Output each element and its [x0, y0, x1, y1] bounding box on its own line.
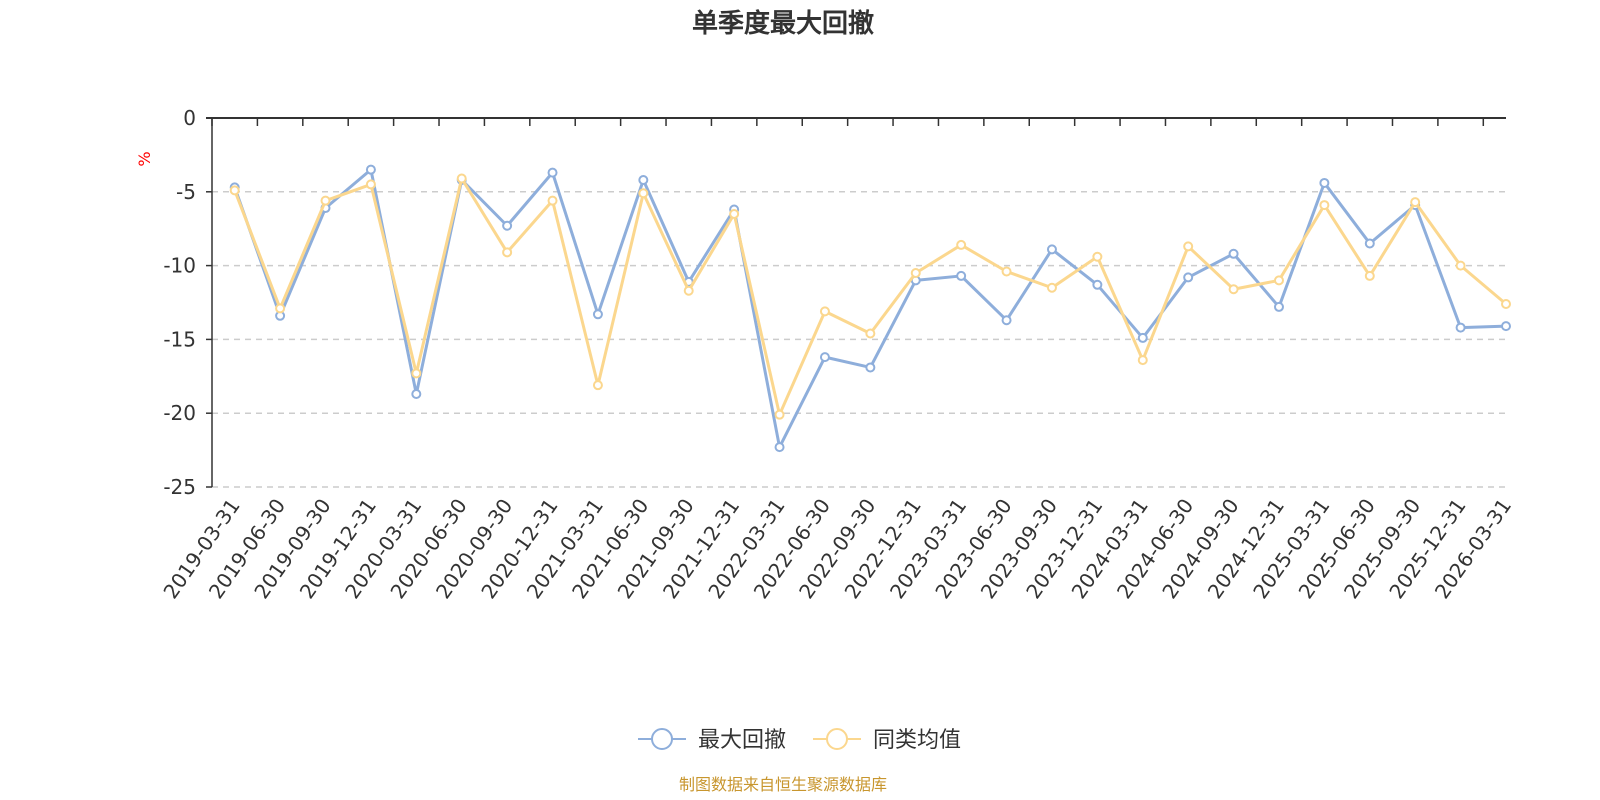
data-point	[275, 303, 286, 314]
legend-item-1[interactable]: 最大回撤	[638, 728, 786, 753]
data-point	[1319, 177, 1330, 188]
data-point	[592, 309, 603, 320]
data-point	[1273, 301, 1284, 312]
data-point	[229, 185, 240, 196]
y-axis-unit: %	[135, 151, 154, 166]
data-point	[1046, 244, 1057, 255]
data-point	[638, 188, 649, 199]
data-point	[1455, 322, 1466, 333]
legend-label: 最大回撤	[698, 728, 786, 753]
legend-item-2[interactable]: 同类均值	[813, 728, 961, 753]
data-point	[774, 442, 785, 453]
legend-marker-icon	[826, 728, 848, 750]
data-point	[1319, 200, 1330, 211]
data-point	[1137, 332, 1148, 343]
source-note: 制图数据来自恒生聚源数据库	[679, 775, 887, 794]
data-point	[1137, 355, 1148, 366]
data-point	[1001, 315, 1012, 326]
data-point	[1410, 197, 1421, 208]
y-tick-label: -10	[163, 254, 196, 278]
data-point	[1092, 279, 1103, 290]
data-point	[1273, 275, 1284, 286]
data-point	[865, 362, 876, 373]
data-point	[1092, 251, 1103, 262]
grid-lines	[212, 191, 1506, 488]
data-point	[1183, 272, 1194, 283]
data-point	[502, 220, 513, 231]
data-point	[547, 195, 558, 206]
data-point	[456, 173, 467, 184]
chart-title: 单季度最大回撤	[692, 8, 874, 39]
data-point	[910, 267, 921, 278]
data-point	[774, 409, 785, 420]
y-tick-label: -25	[163, 475, 196, 499]
data-point	[411, 389, 422, 400]
data-point	[1364, 270, 1375, 281]
data-point	[638, 174, 649, 185]
legend[interactable]: 最大回撤 同类均值	[638, 728, 961, 753]
data-point	[411, 368, 422, 379]
data-point	[1046, 282, 1057, 293]
y-tick-label: 0	[183, 106, 196, 130]
data-point	[502, 247, 513, 258]
series-2	[229, 173, 1511, 420]
legend-marker-icon	[651, 728, 673, 750]
data-point	[729, 208, 740, 219]
data-point	[1364, 238, 1375, 249]
legend-label: 同类均值	[873, 728, 961, 753]
data-point	[320, 195, 331, 206]
data-point	[1501, 298, 1511, 309]
data-point	[592, 380, 603, 391]
data-point	[365, 164, 376, 175]
series-line	[233, 168, 1507, 449]
data-point	[1183, 241, 1194, 252]
axes: 0-5-10-15-20-252019-03-312019-06-302019-…	[158, 106, 1516, 603]
data-point	[956, 239, 967, 250]
data-point	[1501, 321, 1511, 332]
series-line	[233, 177, 1507, 417]
data-point	[365, 179, 376, 190]
data-point	[547, 167, 558, 178]
data-point	[1455, 260, 1466, 271]
y-tick-label: -15	[163, 327, 196, 351]
y-tick-label: -5	[176, 180, 196, 204]
data-point	[1228, 284, 1239, 295]
series-layer	[229, 164, 1511, 453]
data-point	[819, 352, 830, 363]
series-1	[229, 164, 1511, 453]
data-point	[956, 270, 967, 281]
data-point	[1228, 248, 1239, 259]
data-point	[865, 328, 876, 339]
data-point	[683, 285, 694, 296]
y-tick-label: -20	[163, 401, 196, 425]
data-point	[1001, 266, 1012, 277]
data-point	[819, 306, 830, 317]
